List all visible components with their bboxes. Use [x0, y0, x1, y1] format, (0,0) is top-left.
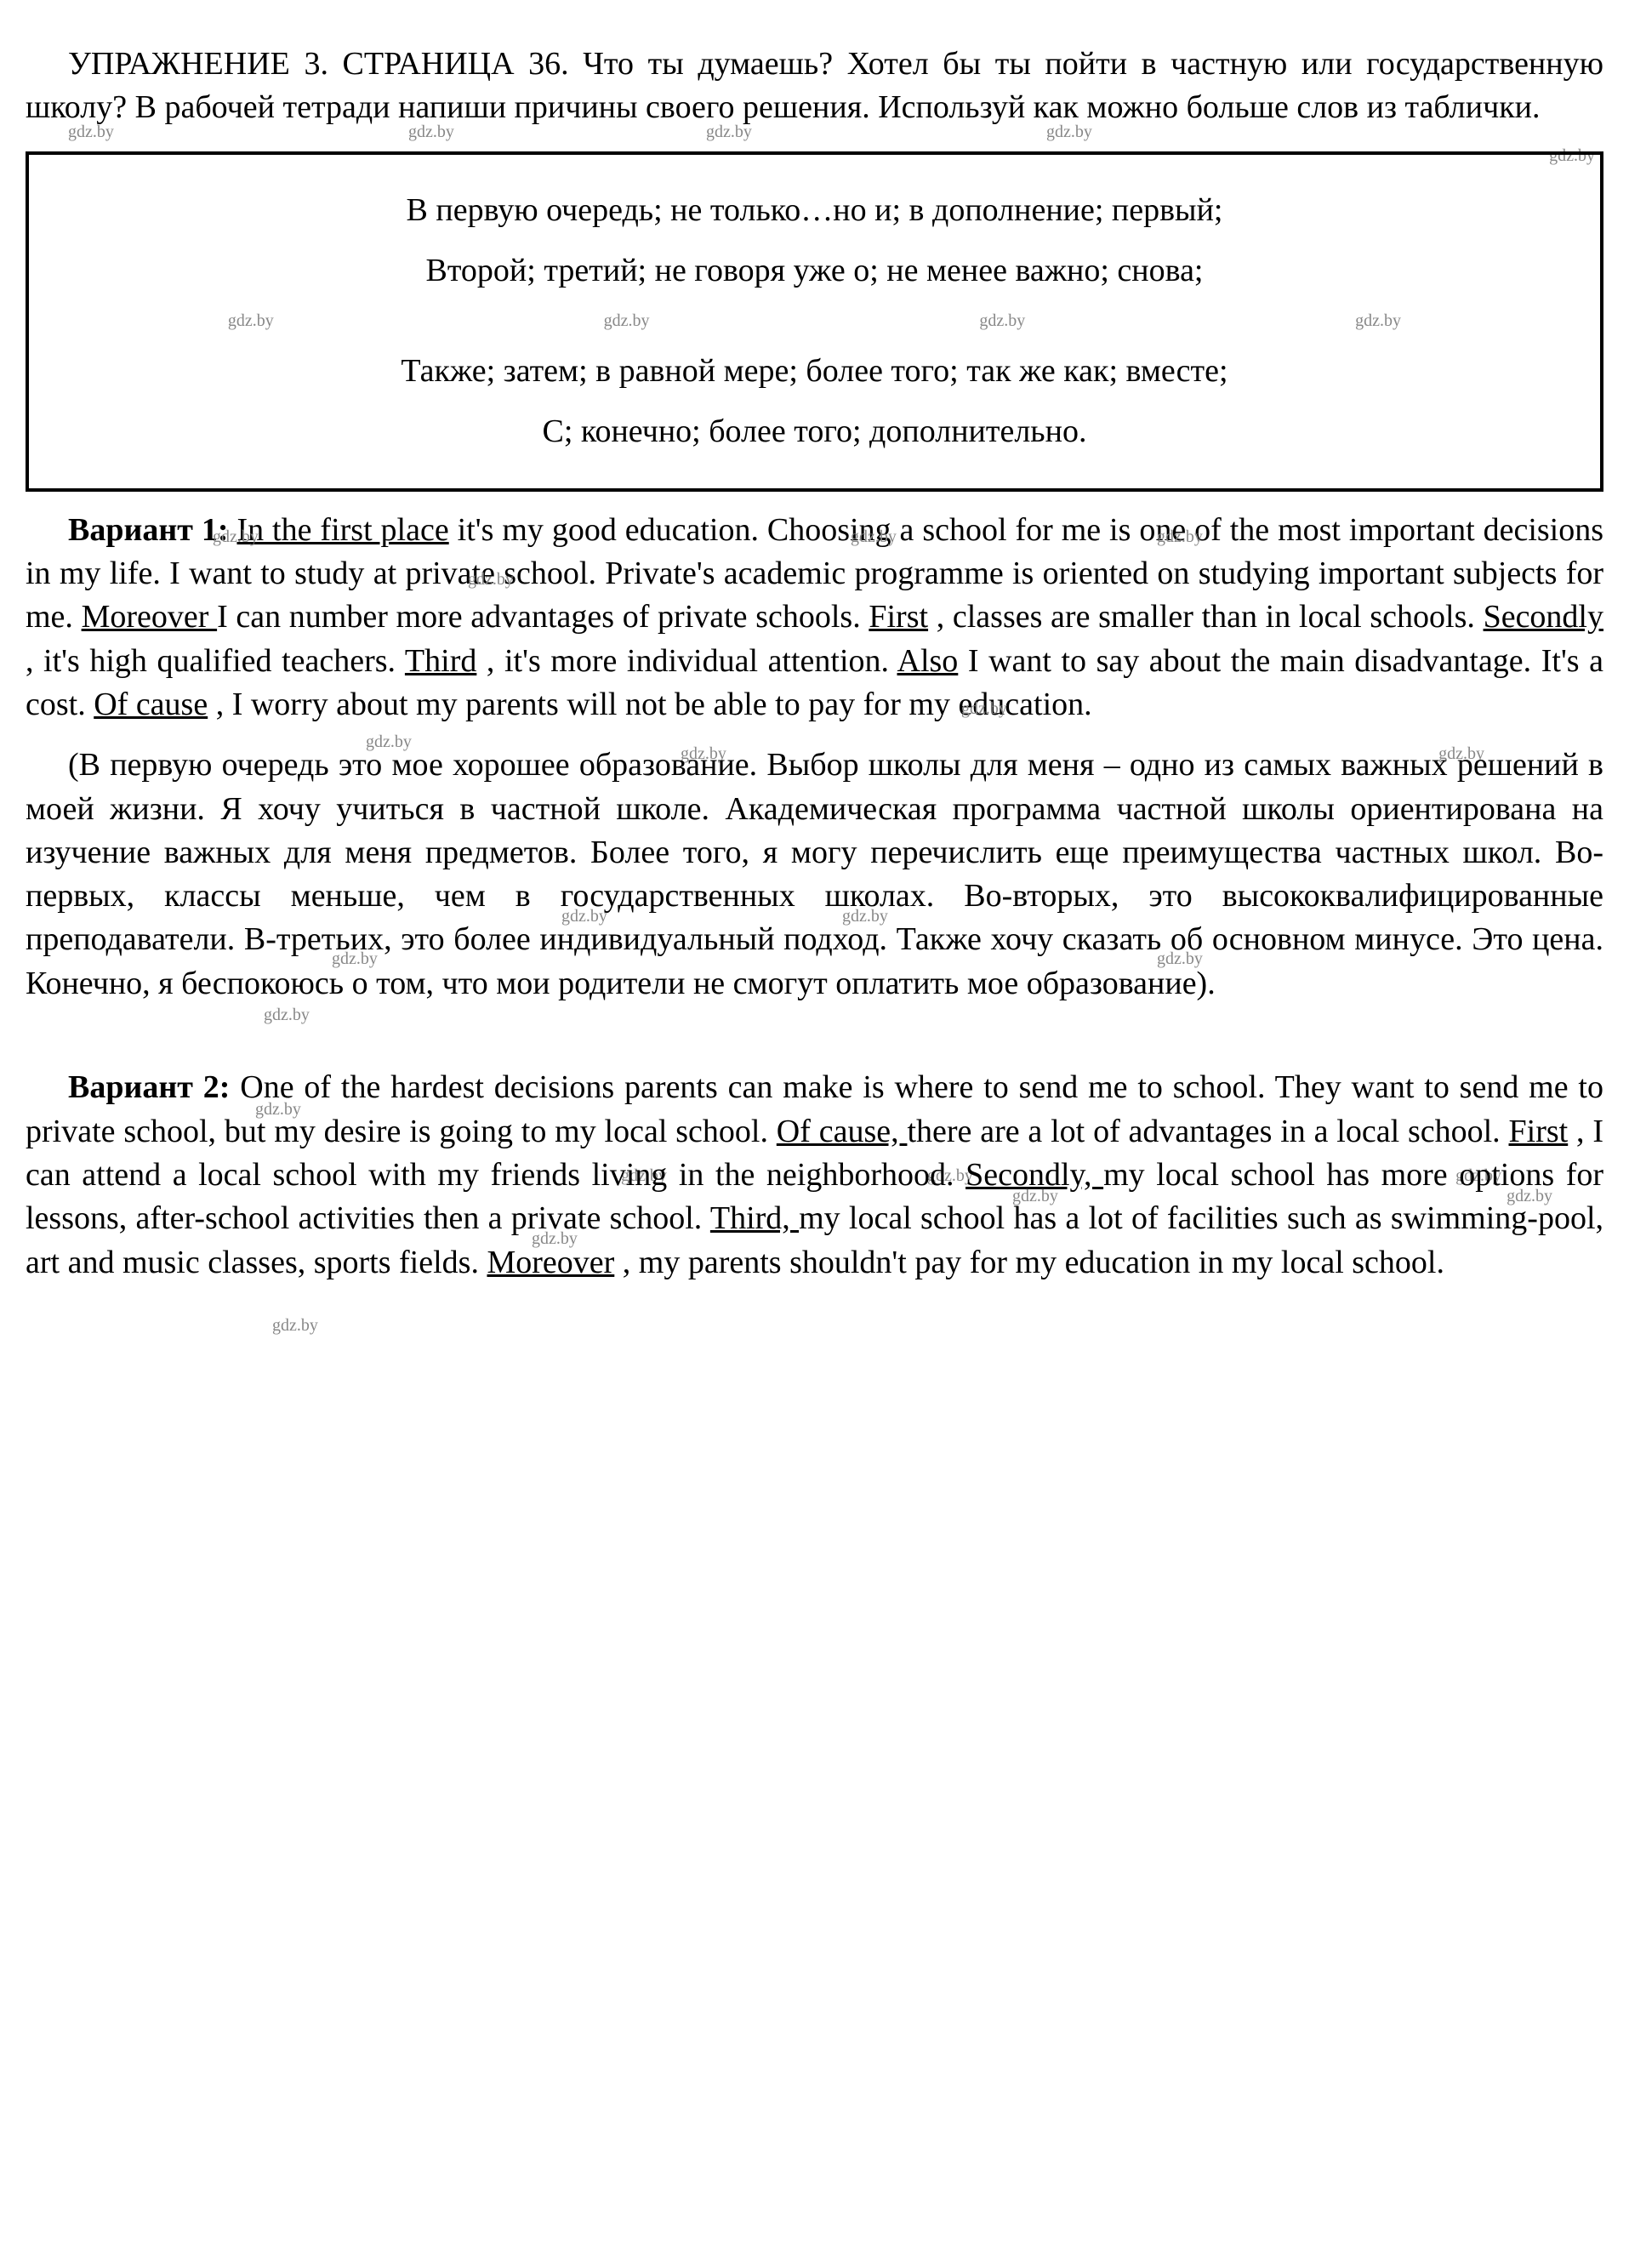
watermark: gdz.by — [1046, 121, 1092, 144]
vocabulary-box: В первую очередь; не только…но и; в допо… — [26, 151, 1603, 492]
watermark: gdz.by — [519, 905, 607, 928]
watermark: gdz.by — [221, 1004, 310, 1027]
watermark: gdz.by — [170, 526, 259, 549]
watermark: gdz.by — [230, 1314, 318, 1337]
phrase-third: Third, — [710, 1200, 799, 1236]
russian-text: (В первую очередь это мое хорошее образо… — [26, 747, 1603, 1000]
phrase-of-cause: Of cause, — [777, 1114, 908, 1149]
text: , it's more individual attention. — [487, 643, 897, 679]
phrase-secondly: Secondly — [1484, 599, 1603, 635]
phrase-moreover: Moreover — [82, 599, 218, 635]
variant1-russian: (В первую очередь это мое хорошее образо… — [26, 744, 1603, 1006]
variant1-english: Вариант 1: In the first place it's my go… — [26, 509, 1603, 727]
watermark: gdz.by — [213, 1098, 301, 1121]
phrase-third: Third — [405, 643, 476, 679]
watermark: gdz.by — [919, 698, 1007, 721]
watermark: gdz.by — [1114, 526, 1203, 549]
watermark: gdz.by — [425, 568, 514, 591]
watermark: gdz.by — [979, 310, 1025, 333]
watermark: gdz.by — [1355, 310, 1401, 333]
phrase-first: First — [869, 599, 928, 635]
watermark: gdz.by — [68, 121, 114, 144]
watermark: gdz.by — [808, 526, 897, 549]
watermark: gdz.by — [323, 731, 412, 754]
text: , it's high qualified teachers. — [26, 643, 405, 679]
phrase-in-the-first-place: In the first place — [236, 512, 448, 548]
watermark: gdz.by — [228, 310, 274, 333]
text: , my parents shouldn't pay for my educat… — [623, 1245, 1444, 1280]
watermark: gdz.by — [706, 121, 752, 144]
phrase-also: Also — [897, 643, 959, 679]
variant2-english: Вариант 2: One of the hardest decisions … — [26, 1066, 1603, 1284]
watermark: gdz.by — [1464, 1185, 1552, 1208]
intro-text: УПРАЖНЕНИЕ 3. СТРАНИЦА 36. Что ты думаеш… — [26, 43, 1603, 130]
phrase-of-cause: Of cause — [94, 687, 208, 722]
watermark: gdz.by — [289, 948, 378, 971]
watermark: gdz.by — [489, 1228, 578, 1251]
variant2-label: Вариант 2: — [68, 1069, 230, 1105]
text: I can number more advantages of private … — [217, 599, 869, 635]
box-line-2: Второй; третий; не говоря уже о; не мене… — [63, 249, 1566, 293]
text: there are a lot of advantages in a local… — [907, 1114, 1508, 1149]
watermark: gdz.by — [408, 121, 454, 144]
box-line-4: С; конечно; более того; дополнительно. — [63, 410, 1566, 453]
watermark-row: gdz.by gdz.by gdz.by gdz.by — [63, 310, 1566, 333]
text: , classes are smaller than in local scho… — [937, 599, 1484, 635]
phrase-first: First — [1509, 1114, 1569, 1149]
watermark: gdz.by — [970, 1185, 1058, 1208]
box-line-1: В первую очередь; не только…но и; в допо… — [63, 189, 1566, 232]
watermark: gdz.by — [800, 905, 888, 928]
exercise-intro: УПРАЖНЕНИЕ 3. СТРАНИЦА 36. Что ты думаеш… — [26, 43, 1603, 130]
box-line-3: Также; затем; в равной мере; более того;… — [63, 350, 1566, 393]
watermark: gdz.by — [604, 310, 650, 333]
watermark: gdz.by — [1114, 948, 1203, 971]
